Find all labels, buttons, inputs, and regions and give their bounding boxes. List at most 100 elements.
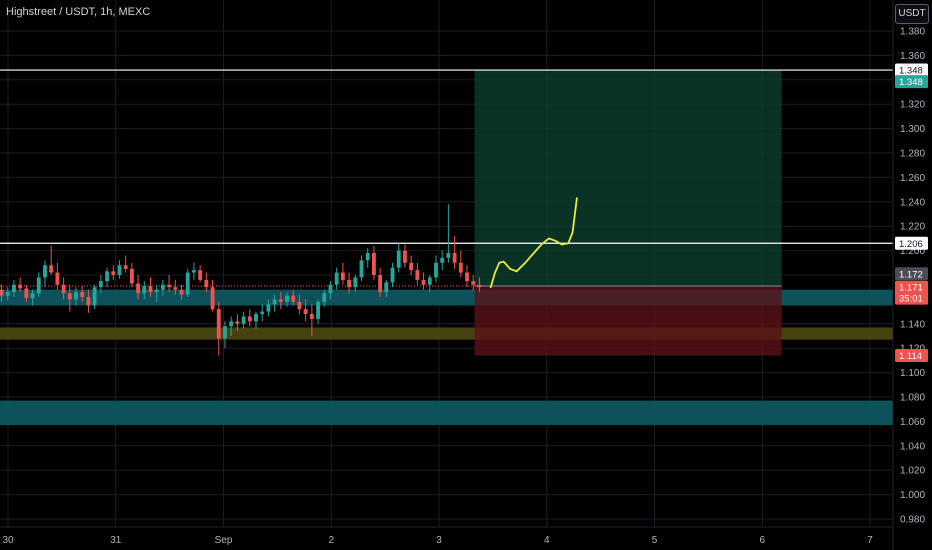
candle-body [422,280,426,285]
candle-body [266,304,270,311]
candle-body [31,293,35,298]
candle-body [130,269,134,284]
time-tick-label: 7 [867,535,873,546]
candle-body [87,297,91,306]
candle-body [167,285,171,287]
candle-body [415,270,419,280]
price-tick-label: 1.080 [900,393,925,404]
candle-body [304,309,308,314]
candle-body [235,321,239,323]
price-tick-label: 1.320 [900,100,925,111]
candle-body [360,260,364,277]
time-tick-label: 5 [652,535,658,546]
time-tick-label: Sep [215,535,233,546]
candle-body [391,268,395,283]
candle-body [55,273,59,285]
price-tick-label: 1.040 [900,441,925,452]
price-tick-label: 1.300 [900,124,925,135]
candle-body [440,258,444,263]
candle-body [434,263,438,278]
candle-body [372,253,376,275]
candle-body [291,296,295,302]
price-tick-label: 1.000 [900,490,925,501]
candle-body [366,253,370,260]
candle-body [471,281,475,285]
candle-body [478,285,482,287]
candle-body [149,286,153,292]
profit-zone [475,70,782,286]
candle-body [242,316,246,323]
time-axis[interactable]: 30 31 Sep 2 3 4 5 6 7 [0,527,893,546]
candle-body [298,302,302,309]
candle-body [403,251,407,263]
candle-body [459,263,463,273]
candle-body [409,263,413,270]
candle-body [62,285,66,294]
candle-body [260,312,264,314]
candle-body [217,309,221,338]
candle-body [347,280,351,287]
candle-body [322,293,326,302]
price-tick-label: 0.980 [900,515,925,526]
candle-body [378,275,382,292]
candle-body [229,321,233,326]
candle-body [248,316,252,321]
candle-body [397,251,401,268]
candle-body [453,253,457,263]
price-tick-label: 1.060 [900,417,925,428]
time-tick-label: 4 [544,535,550,546]
candle-body [124,265,128,269]
candle-body [211,287,215,309]
candle-body [37,277,41,293]
candle-body [316,302,320,319]
price-tick-label: 1.380 [900,27,925,38]
candle-body [310,314,314,319]
candle-body [186,273,190,295]
chart-title: Highstreet / USDT, 1h, MEXC [6,6,150,18]
candle-body [384,282,388,292]
time-tick-label: 31 [110,535,122,546]
currency-button[interactable]: USDT [895,4,929,24]
candle-body [173,287,177,289]
candle-body [341,273,345,280]
time-tick-label: 3 [436,535,442,546]
price-tick-label: 1.020 [900,466,925,477]
candle-body [192,270,196,272]
candle-body [279,299,283,301]
candle-body [223,326,227,338]
candle-body [180,290,184,295]
candle-body [335,273,339,285]
candle-body [12,285,16,292]
time-tick-label: 2 [328,535,334,546]
candle-body [99,281,103,287]
candle-body [161,285,165,290]
price-tick-label: 1.360 [900,51,925,62]
candle-body [155,290,159,292]
candle-body [6,292,10,296]
candle-body [49,265,53,272]
price-tag-label: 1.348 [899,66,923,77]
candle-body [285,296,289,302]
candle-body [353,277,357,287]
candle-body [136,284,140,294]
candle-body [18,285,22,289]
price-tick-label: 1.240 [900,197,925,208]
price-tag-label: 1.206 [899,239,923,250]
candle-body [198,270,202,280]
candle-body [254,314,258,321]
candle-body [329,285,333,294]
candle-body [142,286,146,293]
price-tag-label: 1.348 [899,77,923,88]
price-tick-label: 1.260 [900,173,925,184]
loss-zone [475,286,782,356]
long-position-tool[interactable] [0,70,782,355]
price-tick-label: 1.140 [900,319,925,330]
candle-body [74,292,78,299]
time-tick-label: 6 [759,535,765,546]
price-tick-label: 1.100 [900,368,925,379]
price-tag-label: 35:01 [899,294,923,305]
price-tag-label: 1.114 [899,351,922,362]
candle-body [80,292,84,297]
candle-body [24,288,28,298]
